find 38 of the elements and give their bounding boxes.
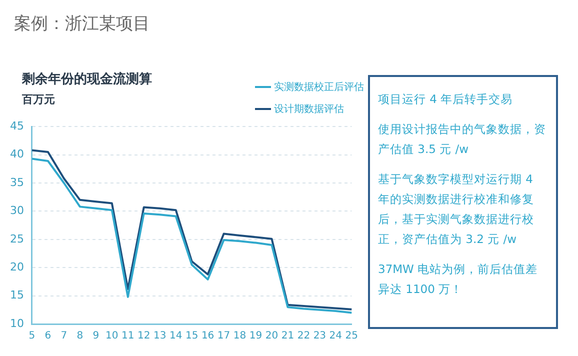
x-tick-label: 16: [201, 330, 214, 342]
text: 37MW 电站为例，前后估值差异达 1100 万！: [378, 261, 539, 298]
x-tick-label: 25: [345, 330, 358, 342]
x-tick-label: 5: [28, 330, 36, 342]
y-tick-label: 25: [10, 232, 24, 246]
y-tick-label: 30: [10, 204, 24, 218]
y-tick-label: 20: [10, 260, 24, 274]
y-tick-label: 35: [10, 176, 24, 189]
x-tick-label: 22: [297, 330, 310, 342]
text: 案例：浙江某项目: [14, 13, 150, 35]
x-tick-label: 17: [217, 330, 230, 342]
text: 使用设计报告中的气象数据，资产估值 3.5 元 /w: [378, 121, 547, 158]
x-tick-label: 11: [122, 330, 134, 342]
x-tick-label: 15: [185, 330, 198, 342]
y-tick-label: 40: [10, 148, 24, 161]
text: 项目运行 4 年后转手交易: [378, 91, 514, 108]
y-tick-label: 10: [10, 316, 24, 330]
x-tick-label: 6: [44, 330, 52, 342]
legend-label: 实测数据校正后评估: [274, 80, 364, 94]
x-tick-label: 19: [249, 330, 262, 342]
x-tick-label: 18: [233, 330, 246, 342]
x-tick-label: 20: [265, 330, 278, 342]
x-tick-label: 7: [60, 330, 68, 342]
legend-label: 设计期数据评估: [274, 102, 344, 116]
y-tick-label: 45: [10, 119, 24, 132]
x-tick-label: 12: [138, 330, 150, 342]
x-tick-label: 10: [106, 330, 118, 342]
x-tick-label: 9: [92, 330, 100, 342]
y-axis-title: 百万元: [22, 92, 55, 107]
x-tick-label: 13: [153, 330, 166, 342]
x-tick-label: 8: [76, 330, 84, 342]
x-tick-label: 14: [169, 330, 182, 342]
x-tick-label: 23: [313, 330, 326, 342]
y-tick-label: 15: [10, 288, 24, 302]
text: 基于气象数字模型对运行期 4 年的实测数据进行校准和修复后，基于实测气象数据进行校正，资产估值为 3.2 元 /w: [378, 171, 535, 248]
x-tick-label: 21: [281, 330, 294, 342]
x-tick-label: 24: [329, 330, 342, 342]
chart-title: 剩余年份的现金流测算: [22, 70, 152, 88]
